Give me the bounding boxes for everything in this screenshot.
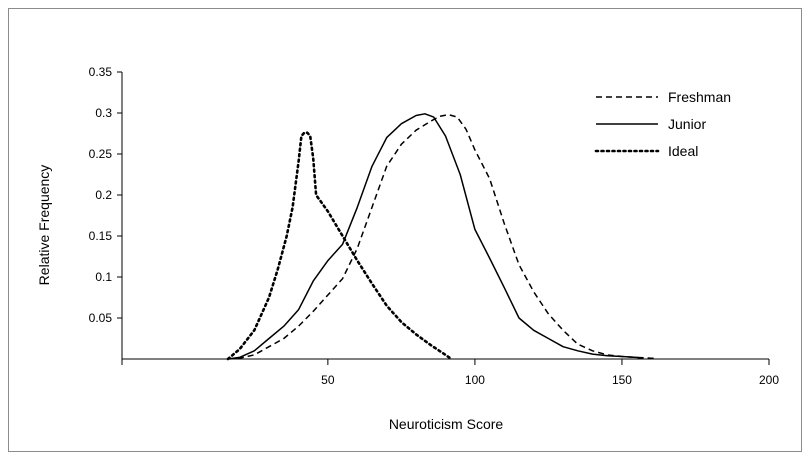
legend: Freshman Junior Ideal	[594, 89, 731, 159]
series-group	[226, 113, 658, 361]
y-tick-label: 0.15	[89, 229, 113, 243]
legend-label-ideal: Ideal	[668, 143, 698, 159]
legend-label-junior: Junior	[668, 116, 706, 132]
x-tick-label: 200	[759, 373, 779, 387]
series-line-ideal	[226, 131, 453, 361]
y-tick-label: 0.3	[95, 106, 112, 120]
y-tick-label: 0.35	[89, 65, 113, 79]
x-axis-title: Neuroticism Score	[389, 416, 504, 432]
chart-frame	[8, 8, 802, 452]
y-tick-label: 0.05	[89, 311, 113, 325]
legend-label-freshman: Freshman	[668, 89, 731, 105]
series-line-freshman	[227, 113, 658, 360]
x-tick-label: 150	[612, 373, 632, 387]
y-tick-label: 0.2	[95, 188, 112, 202]
ticks: 0.05 0.1 0.15 0.2 0.25 0.3 0.35 50 100 150 200	[89, 65, 780, 387]
y-tick-label: 0.1	[95, 270, 112, 284]
x-tick-label: 50	[321, 373, 335, 387]
y-axis-title: Relative Frequency	[36, 165, 52, 286]
y-tick-label: 0.25	[89, 147, 113, 161]
series-line-junior	[227, 113, 643, 360]
x-tick-label: 100	[465, 373, 485, 387]
